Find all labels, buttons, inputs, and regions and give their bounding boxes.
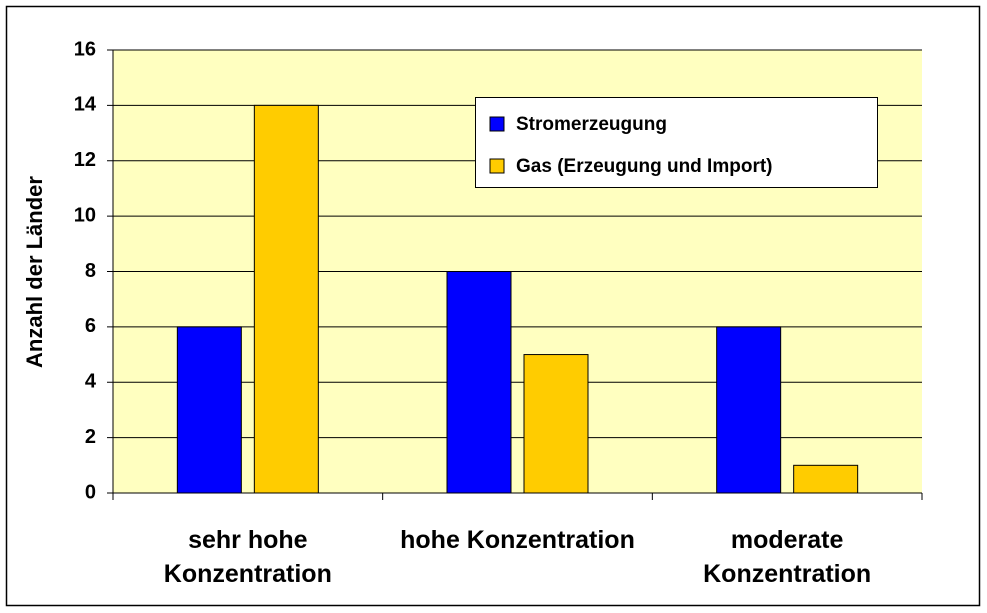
bar <box>253 104 319 494</box>
y-tick-label: 4 <box>85 371 97 393</box>
bar <box>523 354 589 494</box>
bar <box>716 326 782 494</box>
x-tick-label: moderate Konzentration <box>703 526 872 588</box>
legend-swatch <box>489 158 505 174</box>
y-tick-label: 16 <box>74 38 96 60</box>
legend-label: Gas (Erzeugung und Import) <box>516 156 773 177</box>
x-tick-label: sehr hohe Konzentration <box>163 526 332 588</box>
y-tick-label: 6 <box>85 315 96 337</box>
y-tick-label: 14 <box>74 94 97 116</box>
legend-swatch <box>489 116 505 132</box>
y-axis-label: Anzahl der Länder <box>22 176 47 368</box>
bar <box>793 464 859 494</box>
legend-label: Stromerzeugung <box>516 114 667 135</box>
legend-box <box>475 97 878 188</box>
y-tick-label: 12 <box>74 149 96 171</box>
bar <box>176 326 242 494</box>
x-tick-label: hohe Konzentration <box>400 526 635 554</box>
bar <box>446 271 512 494</box>
y-tick-label: 2 <box>85 426 96 448</box>
y-tick-label: 10 <box>74 204 96 226</box>
y-tick-label: 0 <box>85 481 96 503</box>
y-tick-label: 8 <box>85 260 96 282</box>
